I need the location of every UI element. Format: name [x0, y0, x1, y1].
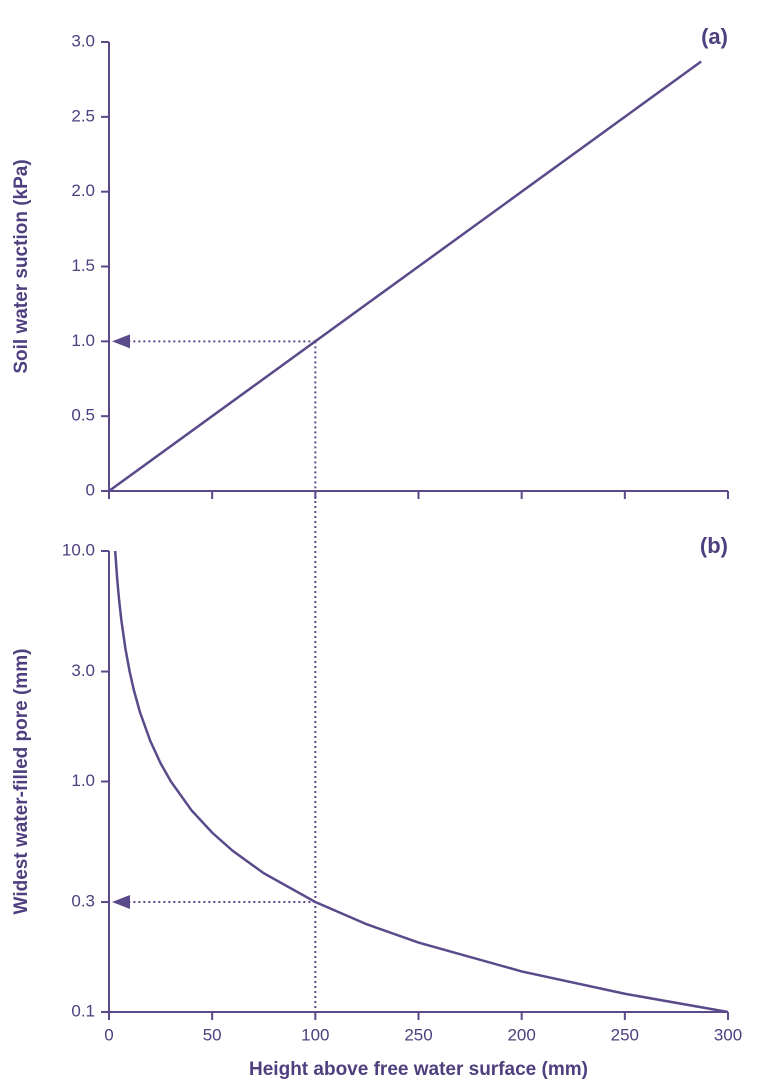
- y-tick-label: 3.0: [71, 31, 95, 50]
- y-axis-title: Soil water suction (kPa): [11, 159, 32, 373]
- x-tick-label: 0: [104, 1025, 113, 1044]
- y-axis-title: Widest water-filled pore (mm): [11, 649, 32, 915]
- x-tick-label: 250: [611, 1025, 639, 1044]
- x-axis-title: Height above free water surface (mm): [249, 1059, 588, 1080]
- y-tick-label: 2.5: [71, 106, 95, 125]
- y-tick-label: 1.5: [71, 256, 95, 275]
- y-tick-label: 1.0: [71, 771, 95, 790]
- x-tick-label: 100: [301, 1025, 329, 1044]
- panel-label: (b): [700, 533, 728, 558]
- reference-arrow: [112, 334, 130, 349]
- data-line: [108, 60, 702, 493]
- y-tick-label: 3.0: [71, 661, 95, 680]
- y-tick-label: 10.0: [62, 540, 95, 559]
- x-tick-label: 200: [507, 1025, 535, 1044]
- reference-arrow: [112, 895, 130, 910]
- x-tick-label: 250: [404, 1025, 432, 1044]
- y-tick-label: 0.5: [71, 406, 95, 425]
- y-tick-label: 0.3: [71, 892, 95, 911]
- panel-label: (a): [701, 24, 728, 49]
- x-tick-label: 50: [203, 1025, 222, 1044]
- y-tick-label: 1.0: [71, 331, 95, 350]
- x-tick-label: 300: [714, 1025, 742, 1044]
- y-tick-label: 0: [86, 480, 95, 499]
- y-tick-label: 2.0: [71, 181, 95, 200]
- data-line: [113, 550, 729, 1014]
- y-tick-label: 0.1: [71, 1001, 95, 1020]
